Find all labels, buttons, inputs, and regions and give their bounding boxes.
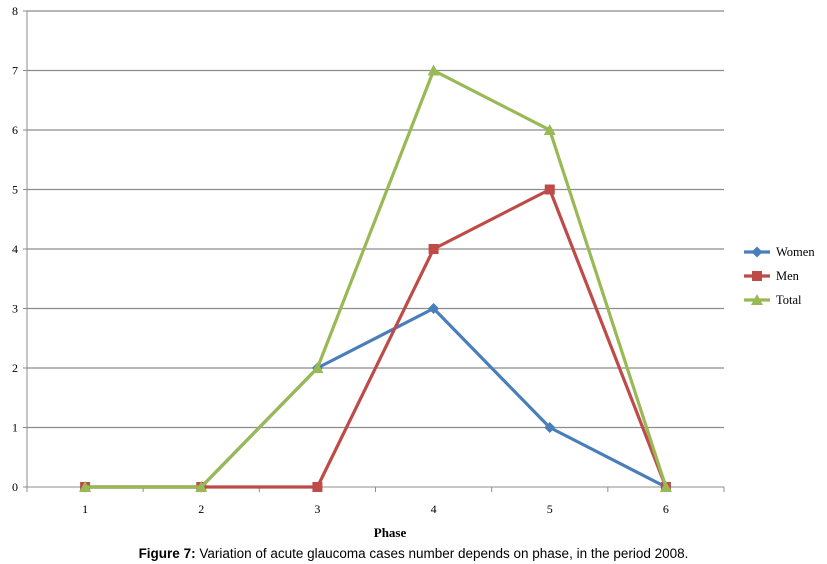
x-tick-label-5: 5 xyxy=(547,502,553,516)
legend-label-men: Men xyxy=(776,269,800,283)
series-line-women xyxy=(85,306,667,489)
x-tick-label-4: 4 xyxy=(431,502,437,516)
y-tick-label-1: 1 xyxy=(12,421,18,435)
data-point-total-4 xyxy=(427,64,440,76)
data-point-total-1 xyxy=(79,481,92,492)
legend-marker-women xyxy=(751,246,763,258)
data-point-total-6 xyxy=(659,481,672,492)
y-tick-label-0: 0 xyxy=(12,480,18,494)
series-group xyxy=(79,64,672,493)
data-point-women-4 xyxy=(428,303,440,314)
grid-lines xyxy=(27,10,724,429)
figure-caption: Figure 7: Variation of acute glaucoma ca… xyxy=(0,546,827,561)
data-point-men-4 xyxy=(428,244,439,254)
y-tick-label-3: 3 xyxy=(12,302,18,316)
y-tick-label-2: 2 xyxy=(12,361,18,375)
x-axis-label: Phase xyxy=(374,525,407,540)
caption-text: Variation of acute glaucoma cases number… xyxy=(195,546,689,561)
legend: Women Men Total xyxy=(744,245,815,307)
data-point-men-3 xyxy=(312,482,323,492)
y-tick-label-7: 7 xyxy=(12,64,18,78)
legend-label-women: Women xyxy=(776,245,815,259)
legend-marker-total xyxy=(751,294,763,305)
data-point-women-5 xyxy=(544,422,556,433)
x-tick-label-3: 3 xyxy=(314,502,320,516)
x-tick-label-1: 1 xyxy=(82,502,88,516)
legend-marker-men xyxy=(752,271,762,281)
y-tick-label-6: 6 xyxy=(12,123,18,137)
y-tick-label-5: 5 xyxy=(12,183,18,197)
x-tick-label-6: 6 xyxy=(663,502,669,516)
legend-label-total: Total xyxy=(776,293,802,307)
y-axis-ticks: 0 1 2 3 4 5 6 7 8 xyxy=(12,4,27,494)
data-point-men-5 xyxy=(544,184,555,195)
caption-label: Figure 7: xyxy=(138,546,196,561)
series-line-total xyxy=(85,68,668,489)
x-tick-label-2: 2 xyxy=(198,502,204,516)
data-point-total-5 xyxy=(543,124,556,135)
data-point-total-3 xyxy=(311,362,324,373)
x-axis-ticks: 1 2 3 4 5 6 xyxy=(26,487,725,516)
y-tick-label-4: 4 xyxy=(12,242,18,256)
y-tick-label-8: 8 xyxy=(12,4,18,18)
data-point-total-2 xyxy=(195,481,208,492)
axes xyxy=(26,11,724,491)
